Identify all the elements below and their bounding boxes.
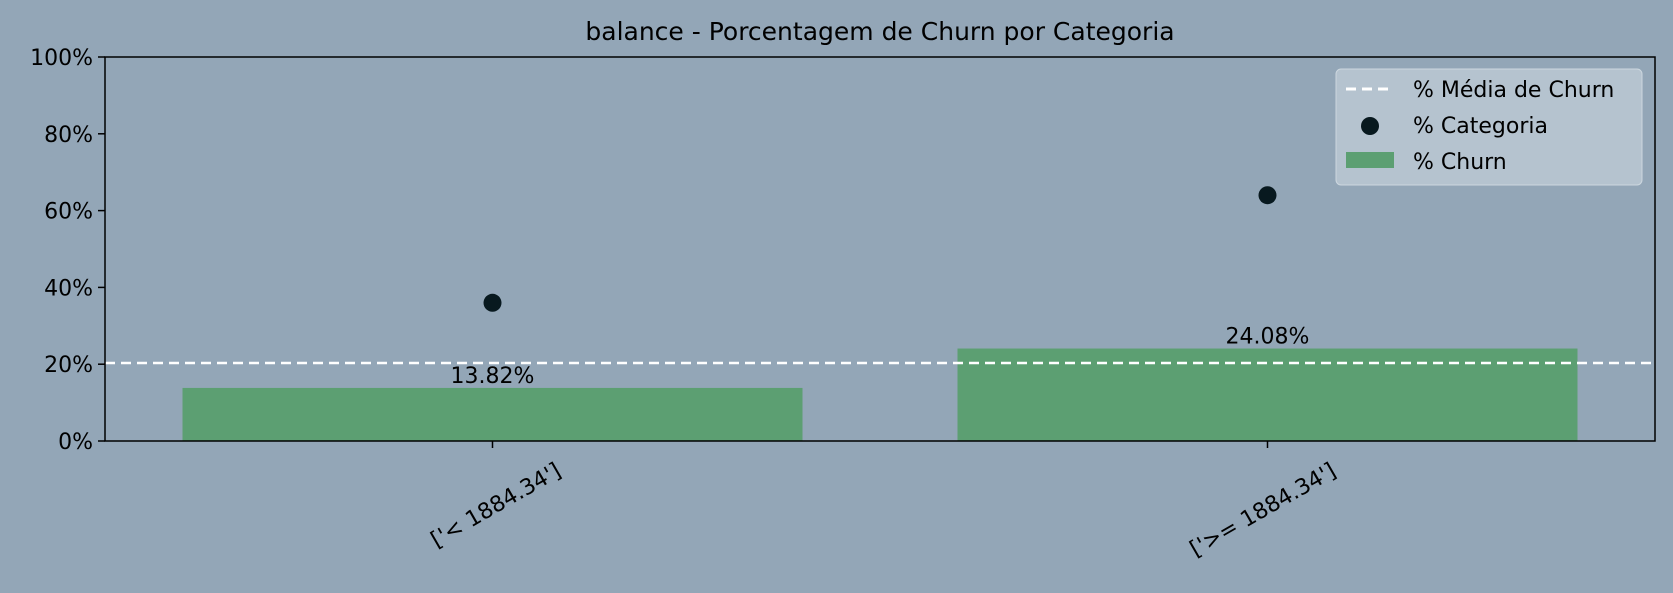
x-tick-label: ['< 1884.34'] <box>427 459 566 553</box>
churn-bar <box>182 387 803 441</box>
legend-churn-swatch <box>1346 152 1394 168</box>
legend-churn-label: % Churn <box>1413 150 1507 175</box>
legend-category-swatch <box>1361 117 1379 135</box>
y-tick-label: 60% <box>44 200 93 225</box>
points-layer <box>483 186 1277 312</box>
legend-box <box>1335 68 1643 186</box>
y-tick-label: 100% <box>30 46 93 71</box>
y-tick-label: 80% <box>44 123 93 148</box>
y-tick-label: 20% <box>44 353 93 378</box>
data-labels-layer: 13.82% 24.08% <box>451 325 1310 389</box>
bar-value-label: 13.82% <box>451 364 535 389</box>
chart-title: balance - Porcentagem de Churn por Categ… <box>585 17 1174 46</box>
y-tick-label: 0% <box>58 430 93 455</box>
y-axis: 0% 20% 40% 60% 80% 100% <box>30 46 105 455</box>
y-tick-label: 40% <box>44 276 93 301</box>
legend-average-label: % Média de Churn <box>1413 78 1614 103</box>
bar-value-label: 24.08% <box>1226 325 1310 350</box>
legend: % Média de Churn % Categoria % Churn <box>1335 68 1643 186</box>
x-tick-label: ['>= 1884.34'] <box>1186 459 1341 563</box>
x-axis: ['< 1884.34'] ['>= 1884.34'] <box>427 441 1341 562</box>
legend-category-label: % Categoria <box>1413 114 1548 139</box>
category-point <box>1258 186 1277 205</box>
category-point <box>483 293 502 312</box>
plot-frame <box>104 56 1656 442</box>
